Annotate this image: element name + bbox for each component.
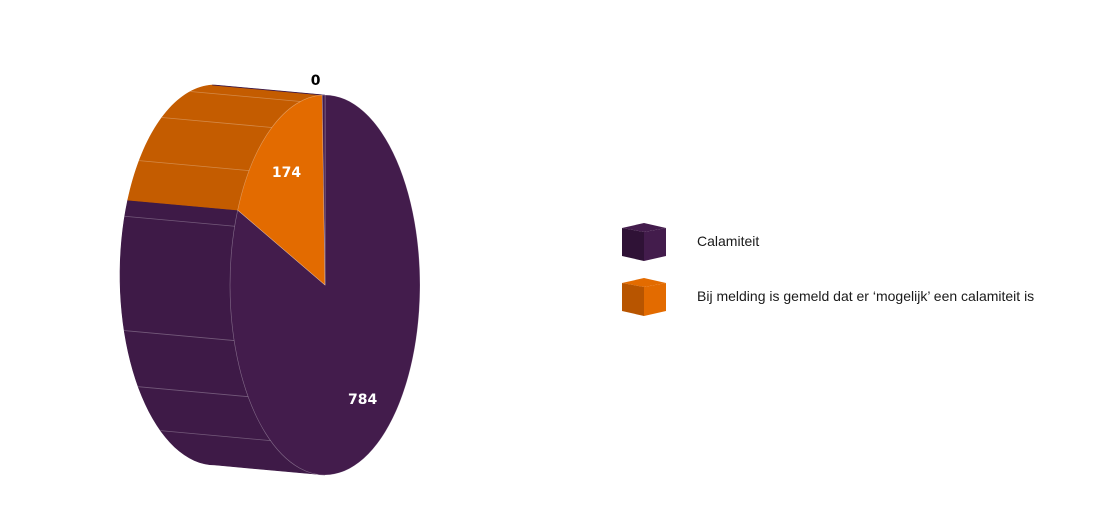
pie-side-seam-6 (190, 91, 301, 102)
legend-label-calamiteit: Calamiteit (697, 233, 760, 249)
legend: Calamiteit Bij melding is gemeld dat er … (620, 221, 1034, 331)
pie-slice-0 (229, 94, 421, 476)
pie-labels: 784 174 0 (272, 73, 378, 408)
pie-side-seam-2 (124, 330, 235, 341)
pie-side-seam-5 (161, 117, 272, 128)
pie-slice-2 (321, 94, 326, 286)
pie-side-seam-3 (124, 215, 235, 227)
pie-body (119, 84, 421, 476)
legend-item-calamiteit: Calamiteit (620, 221, 1034, 261)
pie-slice-1 (237, 94, 326, 286)
legend-swatch-mogelijk-calamiteit (622, 278, 666, 316)
data-label-1: 174 (272, 165, 301, 181)
data-label-2: 0 (311, 73, 321, 89)
pie-side-seam-4 (139, 160, 250, 172)
data-label-0: 784 (348, 392, 377, 408)
legend-item-mogelijk-calamiteit: Bij melding is gemeld dat er ‘mogelijk’ … (620, 276, 1034, 316)
pie-side-seam-1 (138, 386, 249, 398)
legend-label-mogelijk-calamiteit: Bij melding is gemeld dat er ‘mogelijk’ … (697, 288, 1035, 304)
legend-swatch-calamiteit (622, 223, 666, 261)
pie-side-seam-0 (160, 430, 271, 442)
